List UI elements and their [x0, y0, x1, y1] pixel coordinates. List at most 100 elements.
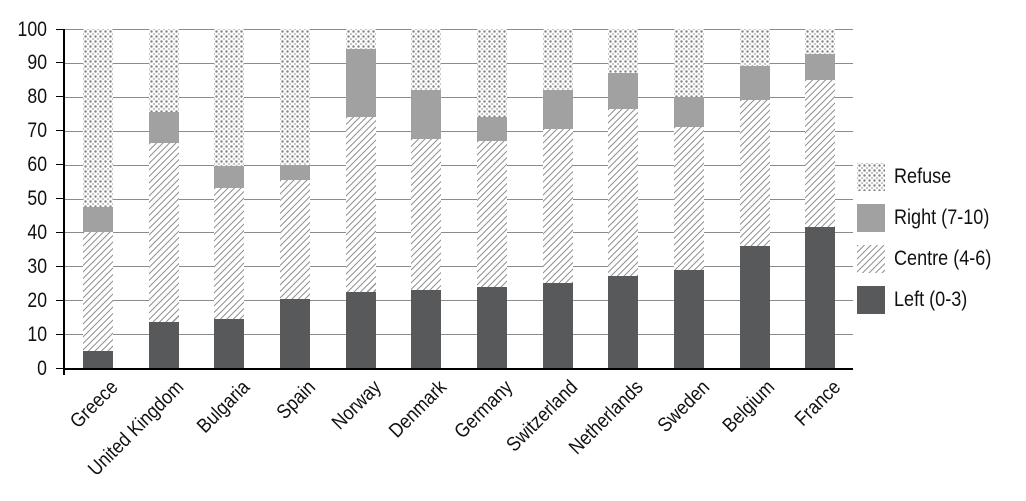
- segment-right: [411, 90, 442, 140]
- segment-left: [805, 227, 836, 368]
- y-tick-mark: [56, 28, 63, 30]
- segment-centre: [673, 127, 704, 270]
- y-tick-label: 90: [27, 51, 47, 75]
- x-tick-label-belgium: Belgium: [718, 376, 780, 437]
- bar-netherlands: [608, 29, 639, 368]
- legend-swatch-refuse: [857, 163, 885, 191]
- bar-norway: [345, 29, 376, 368]
- plot-area: [63, 29, 853, 370]
- segment-refuse: [148, 29, 179, 113]
- x-tick-label-bulgaria: Bulgaria: [192, 376, 255, 438]
- gridline-70: [65, 130, 853, 132]
- segment-right: [673, 96, 704, 128]
- segment-refuse: [739, 29, 770, 67]
- y-tick-mark: [56, 62, 63, 64]
- segment-centre: [82, 232, 113, 352]
- segment-centre: [805, 79, 836, 228]
- segment-refuse: [608, 29, 639, 74]
- legend-item-right: Right (7-10): [857, 204, 1007, 232]
- segment-left: [279, 298, 310, 368]
- segment-refuse: [279, 29, 310, 165]
- y-tick-label: 50: [27, 187, 47, 210]
- gridline-20: [65, 300, 853, 302]
- segment-right: [608, 73, 639, 109]
- legend-label: Left (0-3): [894, 288, 968, 311]
- x-tick-label-greece: Greece: [66, 376, 123, 433]
- gridline-10: [65, 334, 853, 336]
- bar-bulgaria: [214, 29, 245, 368]
- segment-right: [805, 54, 836, 80]
- y-tick-label: 80: [27, 85, 47, 109]
- legend-item-left: Left (0-3): [857, 286, 1007, 314]
- bar-switzerland: [542, 29, 573, 368]
- segment-right: [739, 66, 770, 101]
- segment-left: [476, 286, 507, 368]
- legend-label: Centre (4-6): [894, 247, 992, 270]
- bar-denmark: [411, 29, 442, 368]
- segment-right: [542, 90, 573, 130]
- legend-swatch-right: [857, 204, 885, 232]
- x-tick-label-germany: Germany: [449, 376, 517, 444]
- segment-refuse: [214, 29, 245, 167]
- y-tick-label: 10: [27, 322, 47, 346]
- bar-greece: [82, 29, 113, 368]
- y-tick-label: 40: [27, 220, 47, 244]
- x-tick-label-denmark: Denmark: [384, 376, 452, 443]
- segment-left: [214, 318, 245, 368]
- legend-label: Refuse: [894, 165, 952, 188]
- legend-swatch-left: [857, 286, 885, 314]
- legend-swatch-centre: [857, 245, 885, 273]
- segment-centre: [739, 100, 770, 246]
- segment-left: [411, 290, 442, 368]
- segment-refuse: [673, 29, 704, 97]
- y-tick-mark: [56, 299, 63, 301]
- segment-left: [82, 351, 113, 368]
- segment-centre: [476, 140, 507, 287]
- bar-france: [805, 29, 836, 368]
- segment-centre: [542, 129, 573, 284]
- y-tick-label: 100: [17, 17, 47, 41]
- y-tick-mark: [56, 265, 63, 267]
- y-tick-mark: [56, 130, 63, 132]
- segment-centre: [214, 188, 245, 319]
- segment-right: [279, 164, 310, 180]
- segment-right: [148, 112, 179, 143]
- gridline-80: [65, 96, 853, 98]
- segment-centre: [608, 108, 639, 277]
- segment-right: [345, 49, 376, 118]
- segment-centre: [279, 179, 310, 299]
- y-tick-label: 70: [27, 119, 47, 143]
- segment-centre: [411, 139, 442, 291]
- bar-germany: [476, 29, 507, 368]
- y-tick-label: 60: [27, 153, 47, 177]
- gridline-90: [65, 62, 853, 64]
- y-tick-mark: [56, 164, 63, 166]
- gridline-40: [65, 232, 853, 234]
- segment-refuse: [542, 29, 573, 91]
- segment-left: [608, 276, 639, 368]
- gridline-30: [65, 266, 853, 268]
- gridline-50: [65, 198, 853, 200]
- segment-refuse: [82, 29, 113, 207]
- x-tick-label-spain: Spain: [272, 376, 320, 424]
- legend: Refuse Right (7-10) Centre (4-6) Left (0-3): [857, 163, 1007, 314]
- segment-centre: [345, 117, 376, 292]
- segment-refuse: [805, 29, 836, 55]
- legend-item-refuse: Refuse: [857, 163, 1007, 191]
- bar-sweden: [673, 29, 704, 368]
- gridline-100: [65, 29, 853, 30]
- x-tick-label-norway: Norway: [327, 376, 386, 435]
- segment-right: [82, 207, 113, 233]
- y-tick-mark: [56, 333, 63, 335]
- segment-left: [542, 283, 573, 368]
- segment-refuse: [345, 29, 376, 50]
- segment-left: [148, 322, 179, 368]
- y-tick-mark: [56, 367, 63, 369]
- gridline-60: [65, 164, 853, 166]
- y-tick-label: 30: [27, 254, 47, 278]
- y-tick-mark: [56, 96, 63, 98]
- segment-refuse: [411, 29, 442, 91]
- legend-item-centre: Centre (4-6): [857, 245, 1007, 273]
- x-tick-label-france: France: [790, 376, 846, 431]
- segment-left: [345, 291, 376, 368]
